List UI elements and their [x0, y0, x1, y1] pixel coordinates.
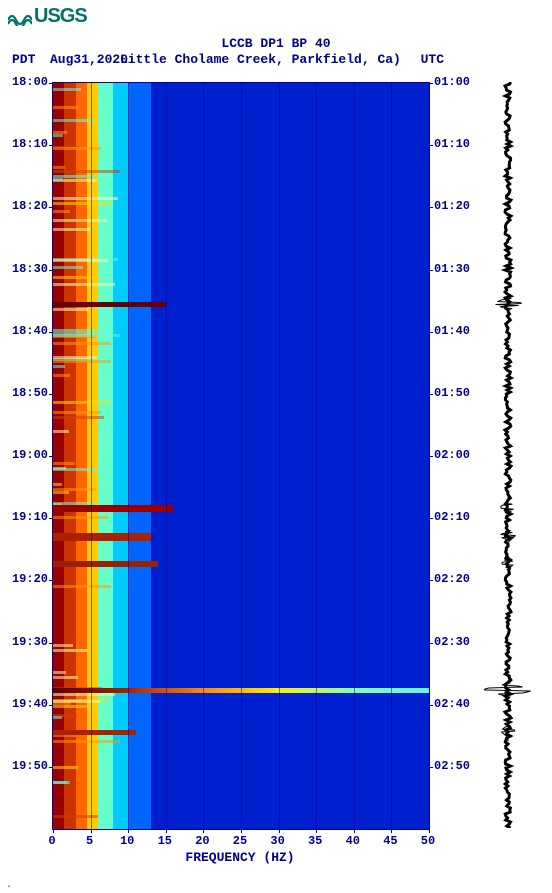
y-tick-left-label: 18:50: [10, 386, 48, 400]
y-tick-left-label: 18:10: [10, 137, 48, 151]
y-tick-right-label: 02:40: [434, 697, 470, 711]
y-tick-left-label: 19:20: [10, 572, 48, 586]
location-label: Little Cholame Creek, Parkfield, Ca): [120, 52, 401, 67]
y-tick-right-label: 02:00: [434, 448, 470, 462]
chart-title: LCCB DP1 BP 40: [0, 36, 552, 51]
x-tick-label: 0: [42, 834, 62, 848]
y-tick-right-label: 01:10: [434, 137, 470, 151]
y-tick-right-label: 02:20: [434, 572, 470, 586]
x-tick-label: 45: [380, 834, 400, 848]
y-tick-left-label: 19:50: [10, 759, 48, 773]
x-tick-label: 50: [418, 834, 438, 848]
spectrogram-plot: [52, 82, 430, 830]
usgs-logo: USGS: [8, 5, 87, 28]
y-tick-right-label: 01:50: [434, 386, 470, 400]
y-tick-left-label: 19:00: [10, 448, 48, 462]
y-tick-left-label: 19:40: [10, 697, 48, 711]
y-tick-right-label: 02:10: [434, 510, 470, 524]
tz-left-label: PDT: [12, 52, 35, 67]
y-tick-left-label: 19:10: [10, 510, 48, 524]
y-tick-right-label: 02:50: [434, 759, 470, 773]
x-tick-label: 25: [230, 834, 250, 848]
usgs-wave-icon: [8, 8, 32, 26]
x-tick-label: 5: [80, 834, 100, 848]
x-tick-label: 20: [192, 834, 212, 848]
x-tick-label: 10: [117, 834, 137, 848]
x-tick-label: 40: [343, 834, 363, 848]
y-tick-right-label: 02:30: [434, 635, 470, 649]
x-tick-label: 15: [155, 834, 175, 848]
x-tick-label: 35: [305, 834, 325, 848]
y-tick-left-label: 19:30: [10, 635, 48, 649]
y-tick-left-label: 18:00: [10, 75, 48, 89]
y-tick-right-label: 01:20: [434, 199, 470, 213]
footer-mark: .: [6, 880, 12, 891]
x-tick-label: 30: [268, 834, 288, 848]
y-tick-left-label: 18:20: [10, 199, 48, 213]
y-tick-right-label: 01:30: [434, 262, 470, 276]
y-tick-left-label: 18:40: [10, 324, 48, 338]
waveform-trace: [484, 82, 532, 828]
usgs-logo-text: USGS: [34, 5, 87, 28]
y-tick-left-label: 18:30: [10, 262, 48, 276]
date-label: Aug31,2020: [50, 52, 128, 67]
y-tick-right-label: 01:00: [434, 75, 470, 89]
tz-right-label: UTC: [421, 52, 444, 67]
y-tick-right-label: 01:40: [434, 324, 470, 338]
x-axis-label: FREQUENCY (HZ): [52, 850, 428, 865]
